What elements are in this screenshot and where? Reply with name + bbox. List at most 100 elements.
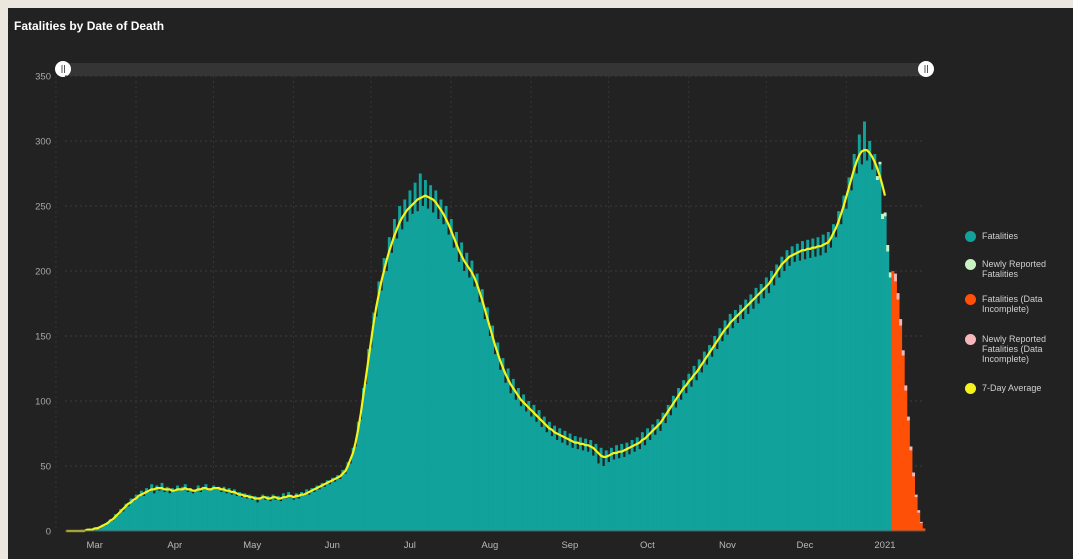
bar <box>909 446 913 451</box>
bar <box>516 388 520 531</box>
range-slider-track[interactable] <box>63 63 926 76</box>
legend-item[interactable]: Fatalities (Data Incomplete) <box>965 294 1070 314</box>
bar <box>372 312 376 531</box>
bar <box>547 421 551 531</box>
bar <box>870 169 874 531</box>
bar <box>361 388 365 531</box>
x-tick-label: Mar <box>87 540 103 551</box>
bar <box>405 221 409 531</box>
bar <box>418 173 422 531</box>
bar <box>452 247 456 531</box>
bar <box>403 199 407 531</box>
bar <box>847 177 851 531</box>
y-tick-label: 200 <box>35 267 51 278</box>
legend-item[interactable]: Fatalities <box>965 231 1070 242</box>
bar <box>467 277 471 531</box>
bar <box>671 395 675 531</box>
bar <box>656 419 660 531</box>
handle-grip <box>64 65 65 73</box>
bar <box>922 528 926 531</box>
bar <box>429 185 433 531</box>
bar <box>759 284 763 531</box>
bar <box>460 242 464 531</box>
bar <box>284 498 288 531</box>
bar <box>808 258 812 531</box>
bar <box>728 313 732 531</box>
bar <box>504 382 507 531</box>
bar <box>431 212 435 531</box>
bar <box>555 440 559 531</box>
bar <box>307 494 311 531</box>
bar <box>230 494 234 531</box>
legend-item[interactable]: 7-Day Average <box>965 383 1070 394</box>
bar <box>145 488 148 531</box>
bars <box>80 121 926 532</box>
bar <box>217 486 221 531</box>
bar <box>416 211 420 531</box>
bar <box>385 271 389 531</box>
bar <box>648 440 652 531</box>
range-slider-handle-end[interactable] <box>918 61 934 77</box>
bar <box>576 449 580 531</box>
bar <box>300 492 303 531</box>
bar <box>444 206 448 531</box>
bar <box>341 469 345 531</box>
bar <box>333 481 337 531</box>
bar <box>638 449 642 531</box>
x-tick-label: Jul <box>404 540 416 551</box>
legend-swatch <box>965 231 976 242</box>
bar <box>731 328 735 531</box>
bar <box>219 492 223 531</box>
bar <box>826 232 830 531</box>
bar <box>912 472 916 477</box>
bar <box>540 427 544 531</box>
bar <box>888 277 892 531</box>
bar <box>359 419 363 531</box>
bar <box>664 423 668 531</box>
legend-item[interactable]: Newly Reported Fatalities (Data Incomple… <box>965 334 1070 364</box>
bar <box>240 497 244 531</box>
bar <box>152 493 156 531</box>
bar <box>914 494 918 498</box>
bar <box>772 285 776 531</box>
bar <box>532 404 536 531</box>
bar <box>682 380 686 531</box>
bar <box>163 492 167 531</box>
bar <box>204 484 208 531</box>
bar <box>646 428 650 531</box>
bar <box>506 368 510 531</box>
bar <box>201 486 205 531</box>
bar <box>733 310 737 531</box>
bar <box>899 319 903 326</box>
bar <box>834 237 838 531</box>
bar <box>101 524 105 531</box>
bar <box>157 490 161 531</box>
bar <box>723 320 727 531</box>
bar <box>633 451 637 531</box>
bar <box>581 450 585 531</box>
bar <box>860 164 864 531</box>
bar <box>214 489 218 531</box>
bar <box>824 252 828 532</box>
bar <box>354 446 358 531</box>
bar <box>93 528 97 531</box>
bar <box>589 440 593 531</box>
bar <box>837 211 841 531</box>
bar <box>266 495 270 531</box>
bar <box>103 525 107 531</box>
bar <box>245 498 249 531</box>
bar <box>426 208 430 531</box>
legend-item[interactable]: Newly Reported Fatalities <box>965 259 1070 279</box>
bar <box>839 224 843 531</box>
bar <box>343 473 347 531</box>
bar <box>594 443 598 531</box>
range-slider-handle-start[interactable] <box>55 61 71 77</box>
bar <box>904 385 908 391</box>
bar <box>253 495 257 531</box>
bar <box>697 359 701 531</box>
bar <box>413 182 417 531</box>
bar <box>687 373 691 531</box>
bar <box>524 411 528 531</box>
bar <box>369 347 373 531</box>
